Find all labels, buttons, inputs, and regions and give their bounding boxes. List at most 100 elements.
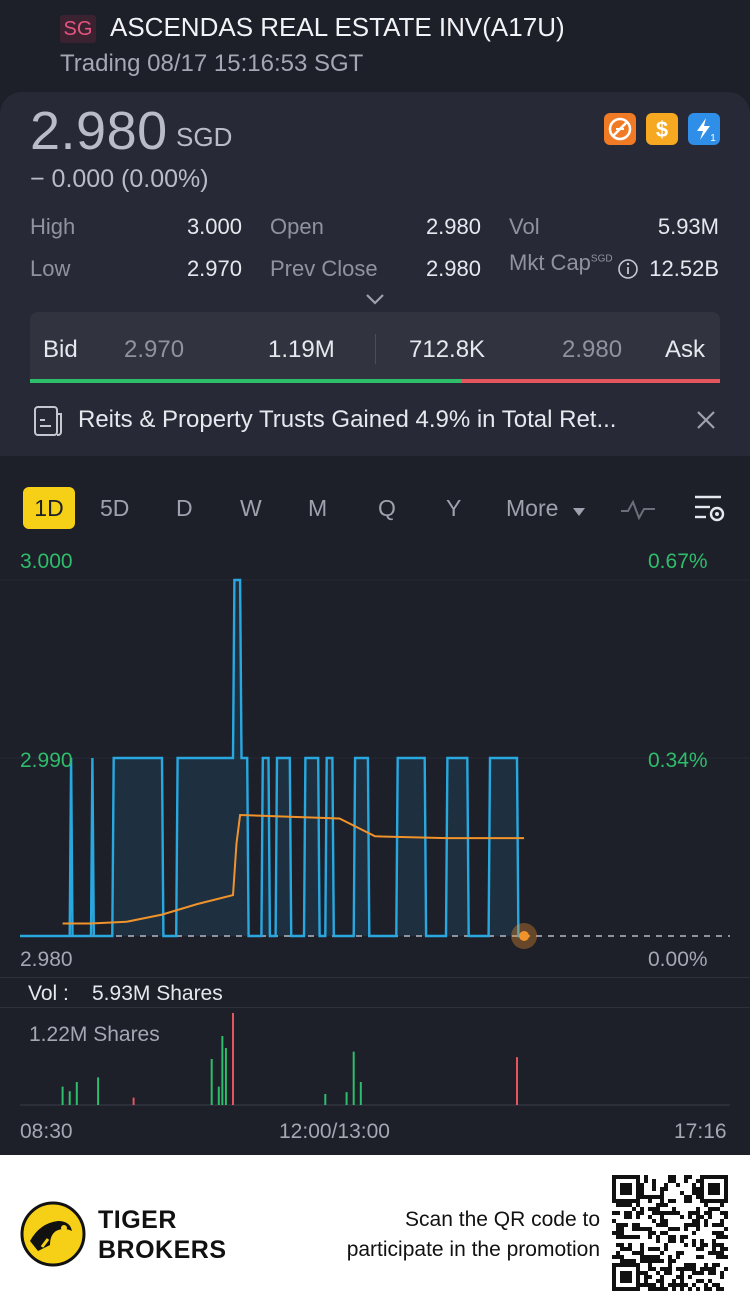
qr-module [696,1179,700,1183]
qr-module [660,1251,664,1255]
qr-module [672,1283,676,1287]
tab-d[interactable]: D [176,495,193,521]
tab-w[interactable]: W [240,495,262,521]
qr-module [612,1263,616,1267]
volume-header-divider [0,1007,750,1008]
qr-module [684,1243,688,1247]
qr-module [704,1267,708,1271]
qr-module [636,1235,640,1239]
flash-icon[interactable]: 1 [688,113,720,145]
bid-ask-divider [375,334,376,364]
volume-bar [352,1051,355,1105]
qr-module [664,1211,668,1215]
indicator-icon[interactable] [619,496,657,527]
qr-module [640,1243,644,1247]
qr-module [632,1175,636,1179]
qr-module [708,1215,712,1219]
qr-module [628,1235,632,1239]
qr-module [692,1239,696,1243]
qr-module [700,1247,704,1251]
qr-module [676,1283,680,1287]
qr-module [688,1215,692,1219]
qr-module [692,1191,696,1195]
qr-module [712,1271,716,1275]
qr-module [684,1235,688,1239]
qr-module [660,1279,664,1283]
news-headline[interactable]: Reits & Property Trusts Gained 4.9% in T… [78,406,617,433]
qr-module [704,1203,708,1207]
qr-module [700,1187,704,1191]
qr-module [620,1255,624,1259]
qr-module [656,1279,660,1283]
stock-title[interactable]: ASCENDAS REAL ESTATE INV(A17U) [110,12,565,42]
promo-text-line1: Scan the QR code to [405,1208,600,1231]
qr-module [672,1259,676,1263]
tab-more[interactable]: More [506,495,559,521]
qr-module [628,1287,632,1291]
qr-module [716,1263,720,1267]
qr-module [656,1235,660,1239]
dividend-icon[interactable]: $ [646,113,678,145]
tab-y[interactable]: Y [446,495,462,521]
qr-module [640,1247,644,1251]
tab-q[interactable]: Q [378,495,396,521]
qr-module [628,1263,632,1267]
qr-module [700,1199,704,1203]
qr-module [644,1279,648,1283]
qr-module [652,1267,656,1271]
qr-module [612,1255,616,1259]
qr-module [620,1279,624,1283]
qr-module [632,1263,636,1267]
qr-module [624,1183,628,1187]
qr-module [708,1175,712,1179]
more-caret-icon[interactable] [572,504,586,522]
qr-module [632,1235,636,1239]
qr-module [640,1227,644,1231]
chart-settings-icon[interactable] [692,493,728,530]
qr-module [612,1219,616,1223]
qr-module [668,1283,672,1287]
qr-module [636,1267,640,1271]
expand-chevron-icon[interactable] [364,292,386,311]
qr-module [720,1287,724,1291]
news-icon [32,404,66,443]
qr-module [644,1195,648,1199]
close-icon[interactable] [694,408,718,437]
no-short-icon[interactable] [604,113,636,145]
qr-module [624,1187,628,1191]
open-value: 2.980 [425,214,481,239]
tab-m[interactable]: M [308,495,328,521]
qr-module [696,1215,700,1219]
qr-module [620,1259,624,1263]
qr-module [668,1263,672,1267]
qr-module [624,1279,628,1283]
qr-module [616,1251,620,1255]
info-icon[interactable] [617,258,639,285]
tab-1d[interactable]: 1D [23,487,75,529]
qr-module [724,1227,728,1231]
qr-module [664,1187,668,1191]
qr-module [660,1187,664,1191]
price-chart[interactable] [0,546,750,976]
qr-module [636,1195,640,1199]
qr-module [724,1187,728,1191]
svg-text:1: 1 [710,133,716,144]
qr-module [624,1215,628,1219]
qr-module [664,1247,668,1251]
qr-module [720,1271,724,1275]
qr-module [680,1191,684,1195]
qr-module [628,1175,632,1179]
qr-code[interactable] [612,1175,728,1291]
tab-5d[interactable]: 5D [100,495,130,521]
qr-module [696,1207,700,1211]
qr-module [684,1199,688,1203]
qr-module [712,1231,716,1235]
qr-module [668,1179,672,1183]
qr-module [644,1175,648,1179]
qr-module [612,1231,616,1235]
qr-module [704,1223,708,1227]
qr-module [680,1251,684,1255]
svg-text:$: $ [656,117,668,142]
qr-module [672,1199,676,1203]
price-currency: SGD [176,122,233,152]
